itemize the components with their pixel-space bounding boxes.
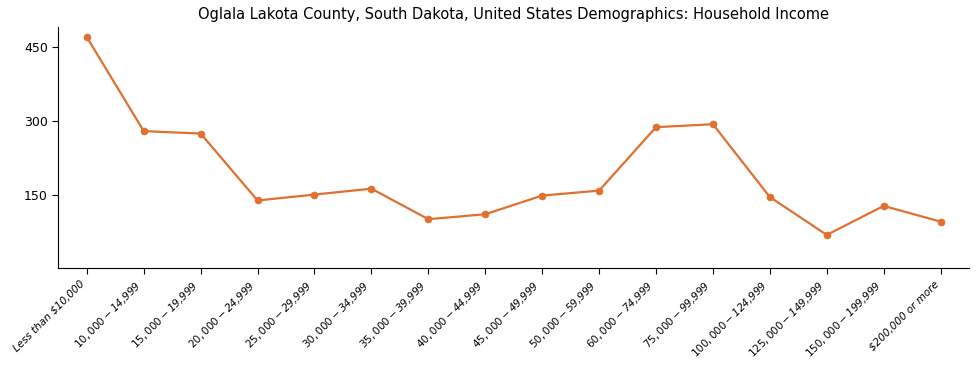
Title: Oglala Lakota County, South Dakota, United States Demographics: Household Income: Oglala Lakota County, South Dakota, Unit… (198, 7, 830, 22)
